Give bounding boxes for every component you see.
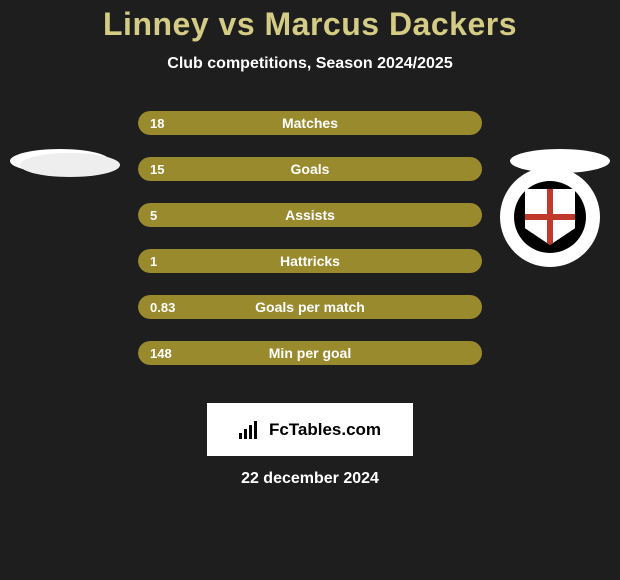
- subtitle: Club competitions, Season 2024/2025: [0, 55, 620, 73]
- stat-row: 0.83 Goals per match: [138, 295, 482, 319]
- stat-label: Goals per match: [255, 299, 365, 315]
- stat-label: Goals: [291, 161, 330, 177]
- header: Linney vs Marcus Dackers Club competitio…: [0, 0, 620, 73]
- club-right-badge: [500, 167, 600, 267]
- stat-value-left: 148: [150, 346, 172, 361]
- stat-value-left: 15: [150, 162, 164, 177]
- page-title: Linney vs Marcus Dackers: [0, 6, 620, 43]
- brand-box[interactable]: FcTables.com: [207, 403, 413, 456]
- stat-row: 15 Goals: [138, 157, 482, 181]
- fctables-logo-icon: [239, 421, 263, 439]
- stat-label: Hattricks: [280, 253, 340, 269]
- content-area: 18 Matches 15 Goals 5 Assists 1 Hattricks 0.83 Go…: [0, 111, 620, 391]
- club-left-badge: [20, 153, 120, 253]
- stat-label: Matches: [282, 115, 338, 131]
- stat-row: 18 Matches: [138, 111, 482, 135]
- stats-list: 18 Matches 15 Goals 5 Assists 1 Hattricks 0.83 Go…: [138, 111, 482, 365]
- brand-text: FcTables.com: [269, 420, 381, 440]
- club-placeholder-icon: [20, 153, 120, 177]
- stat-row: 148 Min per goal: [138, 341, 482, 365]
- stat-label: Assists: [285, 207, 335, 223]
- woking-badge-icon: [500, 167, 600, 267]
- stat-value-left: 18: [150, 116, 164, 131]
- stat-value-left: 5: [150, 208, 157, 223]
- stat-value-left: 0.83: [150, 300, 175, 315]
- stat-row: 5 Assists: [138, 203, 482, 227]
- stat-row: 1 Hattricks: [138, 249, 482, 273]
- footer-date: 22 december 2024: [0, 470, 620, 488]
- stat-value-left: 1: [150, 254, 157, 269]
- stat-label: Min per goal: [269, 345, 351, 361]
